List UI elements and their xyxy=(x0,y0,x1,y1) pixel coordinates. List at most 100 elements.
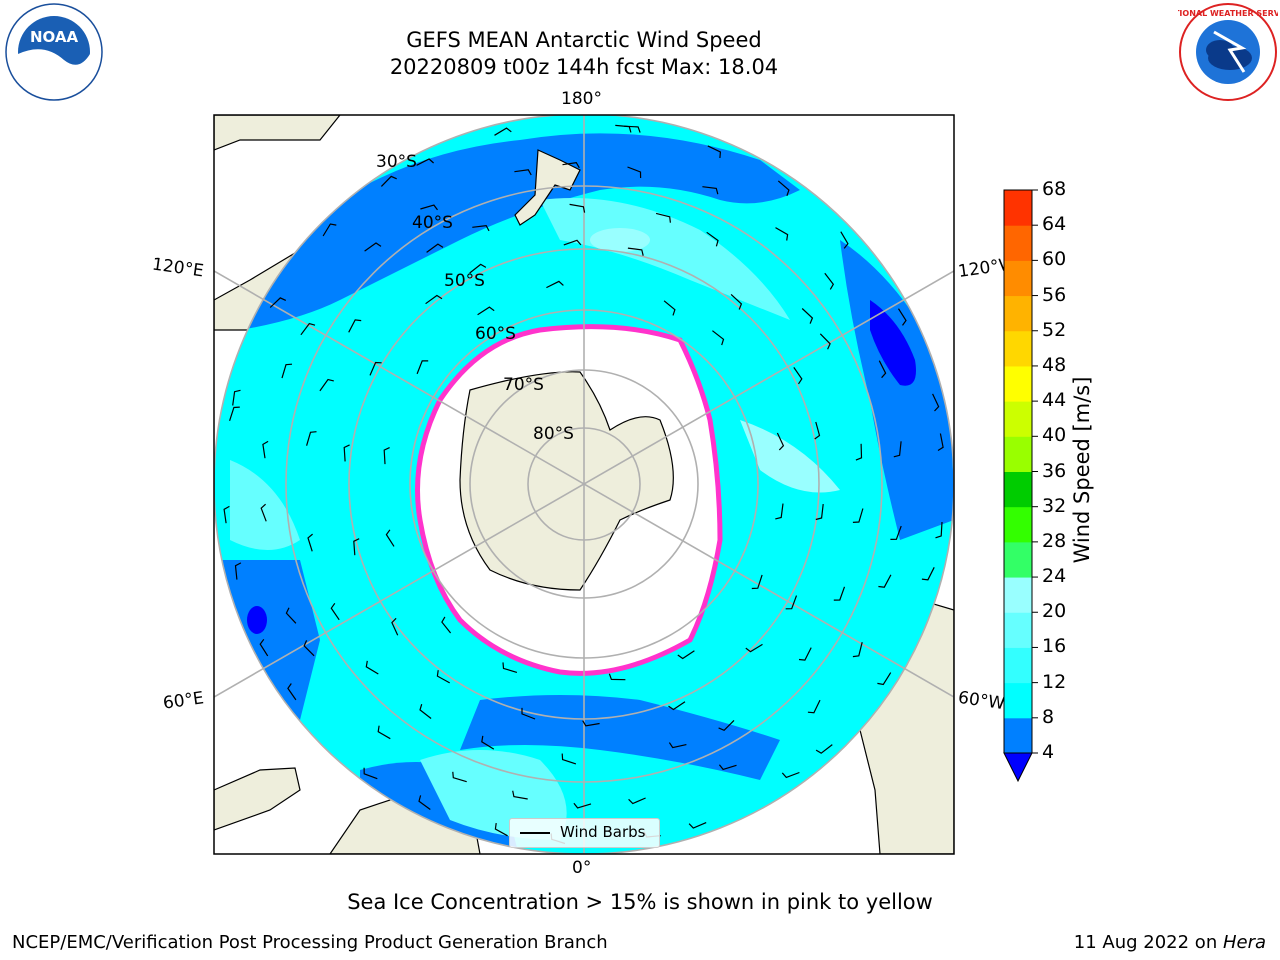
wind-barb xyxy=(287,683,297,701)
wind-barb xyxy=(668,701,686,711)
wind-barb xyxy=(514,169,532,176)
wind-barb xyxy=(890,525,902,540)
wind-barb xyxy=(436,670,450,684)
wind-barb xyxy=(383,447,390,465)
low-wind-zone xyxy=(230,133,800,330)
wind-barb xyxy=(364,242,382,252)
wind-barb xyxy=(655,212,671,223)
wind-barb xyxy=(306,431,317,446)
wind-barb xyxy=(472,224,490,232)
wind-barb xyxy=(385,529,395,547)
wind-barb xyxy=(824,272,835,290)
colorbar-tick-label: 8 xyxy=(1042,705,1055,728)
wind-barb xyxy=(793,367,803,385)
lat-label-80s: 80°S xyxy=(533,424,574,444)
wind-barb xyxy=(878,360,887,379)
colorbar-tick-label: 64 xyxy=(1042,213,1067,236)
wind-barb xyxy=(477,306,495,316)
wind-barb xyxy=(855,443,863,461)
noaa-logo: NOAA xyxy=(5,3,103,101)
wind-barbs xyxy=(223,124,944,845)
wind-barb xyxy=(391,617,399,636)
wind-barb xyxy=(416,360,429,375)
wind-barb xyxy=(852,642,863,658)
colorbar-tick-label: 60 xyxy=(1042,248,1067,271)
chart-subtitle: 20220809 t00z 144h fcst Max: 18.04 xyxy=(389,55,779,79)
colorbar-bin xyxy=(1004,506,1032,543)
calm-zone xyxy=(247,606,267,634)
colorbar-bin xyxy=(1004,471,1032,508)
colorbar-tick-label: 16 xyxy=(1042,635,1067,658)
wind-barb xyxy=(801,308,814,324)
wind-barb xyxy=(677,650,695,660)
wind-barb xyxy=(307,533,313,552)
wind-barb xyxy=(815,744,833,754)
wind-barb xyxy=(921,567,935,581)
footer-date-text: 11 Aug 2022 on xyxy=(1073,932,1223,953)
wind-barb xyxy=(281,363,293,379)
wind-barb xyxy=(259,638,269,657)
wind-barb xyxy=(419,704,432,719)
wind-barb xyxy=(627,247,644,256)
wind-barb xyxy=(377,725,391,740)
wind-barb xyxy=(745,643,763,653)
map-legend: Wind Barbs xyxy=(509,818,660,848)
colorbar-tick-label: 68 xyxy=(1042,178,1067,200)
wind-barb xyxy=(627,166,642,179)
wind-barb xyxy=(877,672,892,686)
colorbar-bin xyxy=(1004,260,1032,297)
nws-logo: NATIONAL WEATHER SERVICE xyxy=(1178,3,1278,101)
wind-barb xyxy=(563,239,582,246)
colorbar-tick-label: 20 xyxy=(1042,600,1067,623)
wind-barb xyxy=(365,660,379,675)
wind-barb xyxy=(426,243,444,253)
wind-barb xyxy=(469,263,487,274)
wind-barb xyxy=(229,406,240,421)
wind-barb xyxy=(628,797,646,805)
wind-barb xyxy=(380,175,397,187)
wind-barb xyxy=(300,322,316,336)
wind-barb xyxy=(481,735,495,750)
wind-barb xyxy=(512,790,528,800)
wind-barb xyxy=(707,145,722,159)
wind-barb xyxy=(322,223,337,237)
wind-barb xyxy=(751,574,763,590)
lat-label-40s: 40°S xyxy=(412,213,453,233)
wind-barb xyxy=(260,503,267,522)
lat-label-30s: 30°S xyxy=(376,152,417,172)
wind-barb xyxy=(663,300,676,316)
wind-barb xyxy=(569,203,586,213)
wind-barb xyxy=(852,508,864,523)
chart-title: GEFS MEAN Antarctic Wind Speed xyxy=(406,28,762,52)
moderate-wind-zone xyxy=(540,198,790,320)
wind-barb xyxy=(330,602,340,621)
wind-barb xyxy=(932,393,940,412)
wind-barb xyxy=(893,441,902,458)
colorbar-bin xyxy=(1004,541,1032,578)
colorbar xyxy=(1003,189,1038,783)
wind-barb xyxy=(234,562,242,580)
wind-barb xyxy=(223,505,230,524)
wind-barb xyxy=(441,616,452,634)
colorbar-tick-label: 4 xyxy=(1042,741,1055,763)
wind-barb xyxy=(416,158,434,166)
wind-barb xyxy=(706,231,719,247)
moderate-wind-zone xyxy=(740,420,840,493)
wind-barb xyxy=(798,647,812,661)
wind-barb xyxy=(546,280,564,289)
colorbar-bin xyxy=(1004,682,1032,719)
colorbar-bin xyxy=(1004,330,1032,367)
wind-barb xyxy=(624,125,641,133)
wind-barb xyxy=(452,771,467,783)
colorbar-bin xyxy=(1004,365,1032,402)
wind-barb xyxy=(269,297,287,308)
colorbar-bin xyxy=(1004,436,1032,472)
wind-barb xyxy=(494,823,508,837)
colorbar-bin xyxy=(1004,295,1032,332)
graticule xyxy=(214,115,954,854)
wind-barb xyxy=(668,742,687,749)
wind-barb xyxy=(785,595,798,610)
wind-barb xyxy=(937,433,944,452)
wind-barb xyxy=(718,764,737,771)
